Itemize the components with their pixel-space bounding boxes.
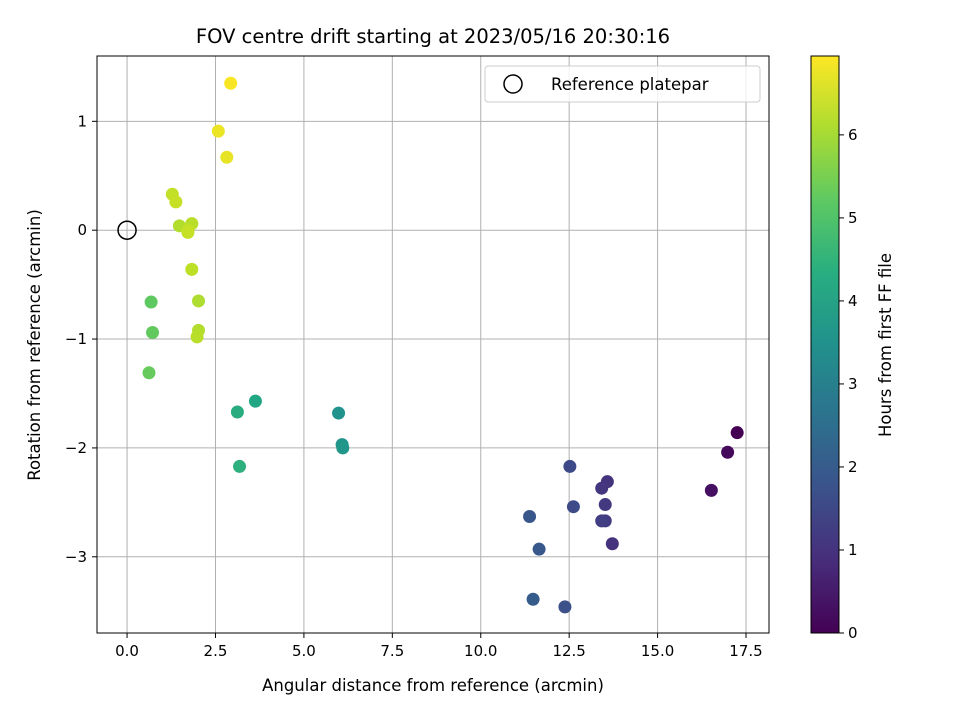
data-point	[185, 262, 199, 276]
colorbar: 0 1 2 3 4 5 6 Hours from first FF file	[810, 55, 895, 642]
data-point	[523, 510, 537, 524]
colorbar-tick-label: 4	[848, 292, 858, 310]
colorbar-tick-label: 3	[848, 375, 858, 393]
data-point	[169, 195, 183, 209]
x-tick-label: 0.0	[115, 642, 139, 660]
colorbar-label: Hours from first FF file	[876, 253, 895, 437]
legend-box	[484, 65, 761, 103]
data-point	[248, 394, 262, 408]
data-point	[192, 294, 206, 308]
colorbar-tick-label: 5	[848, 209, 858, 227]
data-points	[142, 76, 744, 614]
y-tick-label: 0	[77, 221, 87, 239]
data-point	[146, 326, 160, 340]
data-point	[532, 542, 546, 556]
data-point	[224, 76, 238, 90]
data-point	[230, 405, 244, 419]
x-tick-label: 15.0	[641, 642, 674, 660]
data-point	[526, 592, 540, 606]
x-tick-label: 7.5	[380, 642, 404, 660]
x-tick-label: 17.5	[729, 642, 762, 660]
data-point	[142, 366, 156, 380]
grid-lines	[97, 56, 769, 633]
x-axis-ticks: 0.0 2.5 5.0 7.5 10.0 12.5 15.0 17.5	[115, 633, 763, 660]
chart-title: FOV centre drift starting at 2023/05/16 …	[196, 25, 670, 48]
data-point	[563, 459, 577, 473]
plot-frame	[96, 55, 770, 634]
x-tick-label: 2.5	[204, 642, 228, 660]
data-point	[704, 483, 718, 497]
data-point	[181, 225, 195, 239]
y-tick-label: −2	[65, 439, 87, 457]
x-tick-label: 10.0	[464, 642, 497, 660]
legend-marker-icon	[503, 74, 523, 94]
data-point	[144, 295, 158, 309]
y-tick-label: −1	[65, 330, 87, 348]
colorbar-tick-label: 6	[848, 126, 858, 144]
colorbar-tick-label: 2	[848, 458, 858, 476]
data-point	[605, 537, 619, 551]
colorbar-gradient	[810, 55, 840, 634]
legend: Reference platepar	[484, 65, 761, 103]
colorbar-tick-label: 1	[848, 541, 858, 559]
y-axis-ticks: 1 0 −1 −2 −3	[65, 112, 97, 566]
data-point	[566, 500, 580, 514]
data-point	[558, 600, 572, 614]
x-axis-label: Angular distance from reference (arcmin)	[262, 676, 604, 695]
x-tick-label: 12.5	[552, 642, 585, 660]
data-point	[211, 124, 225, 138]
reference-platepar-marker	[117, 220, 137, 240]
y-axis-label: Rotation from reference (arcmin)	[25, 209, 44, 481]
data-point	[595, 481, 609, 495]
data-point	[220, 150, 234, 164]
colorbar-tick-label: 0	[848, 624, 858, 642]
data-point	[190, 330, 204, 344]
data-point	[332, 406, 346, 420]
colorbar-ticks: 0 1 2 3 4 5 6	[839, 126, 858, 642]
data-point	[730, 426, 744, 440]
y-tick-label: −3	[65, 548, 87, 566]
y-tick-label: 1	[77, 112, 87, 130]
data-point	[721, 445, 735, 459]
legend-label: Reference platepar	[551, 75, 709, 94]
data-point	[336, 441, 350, 455]
x-tick-label: 5.0	[292, 642, 316, 660]
data-point	[598, 498, 612, 512]
data-point	[595, 514, 609, 528]
data-point	[233, 459, 247, 473]
